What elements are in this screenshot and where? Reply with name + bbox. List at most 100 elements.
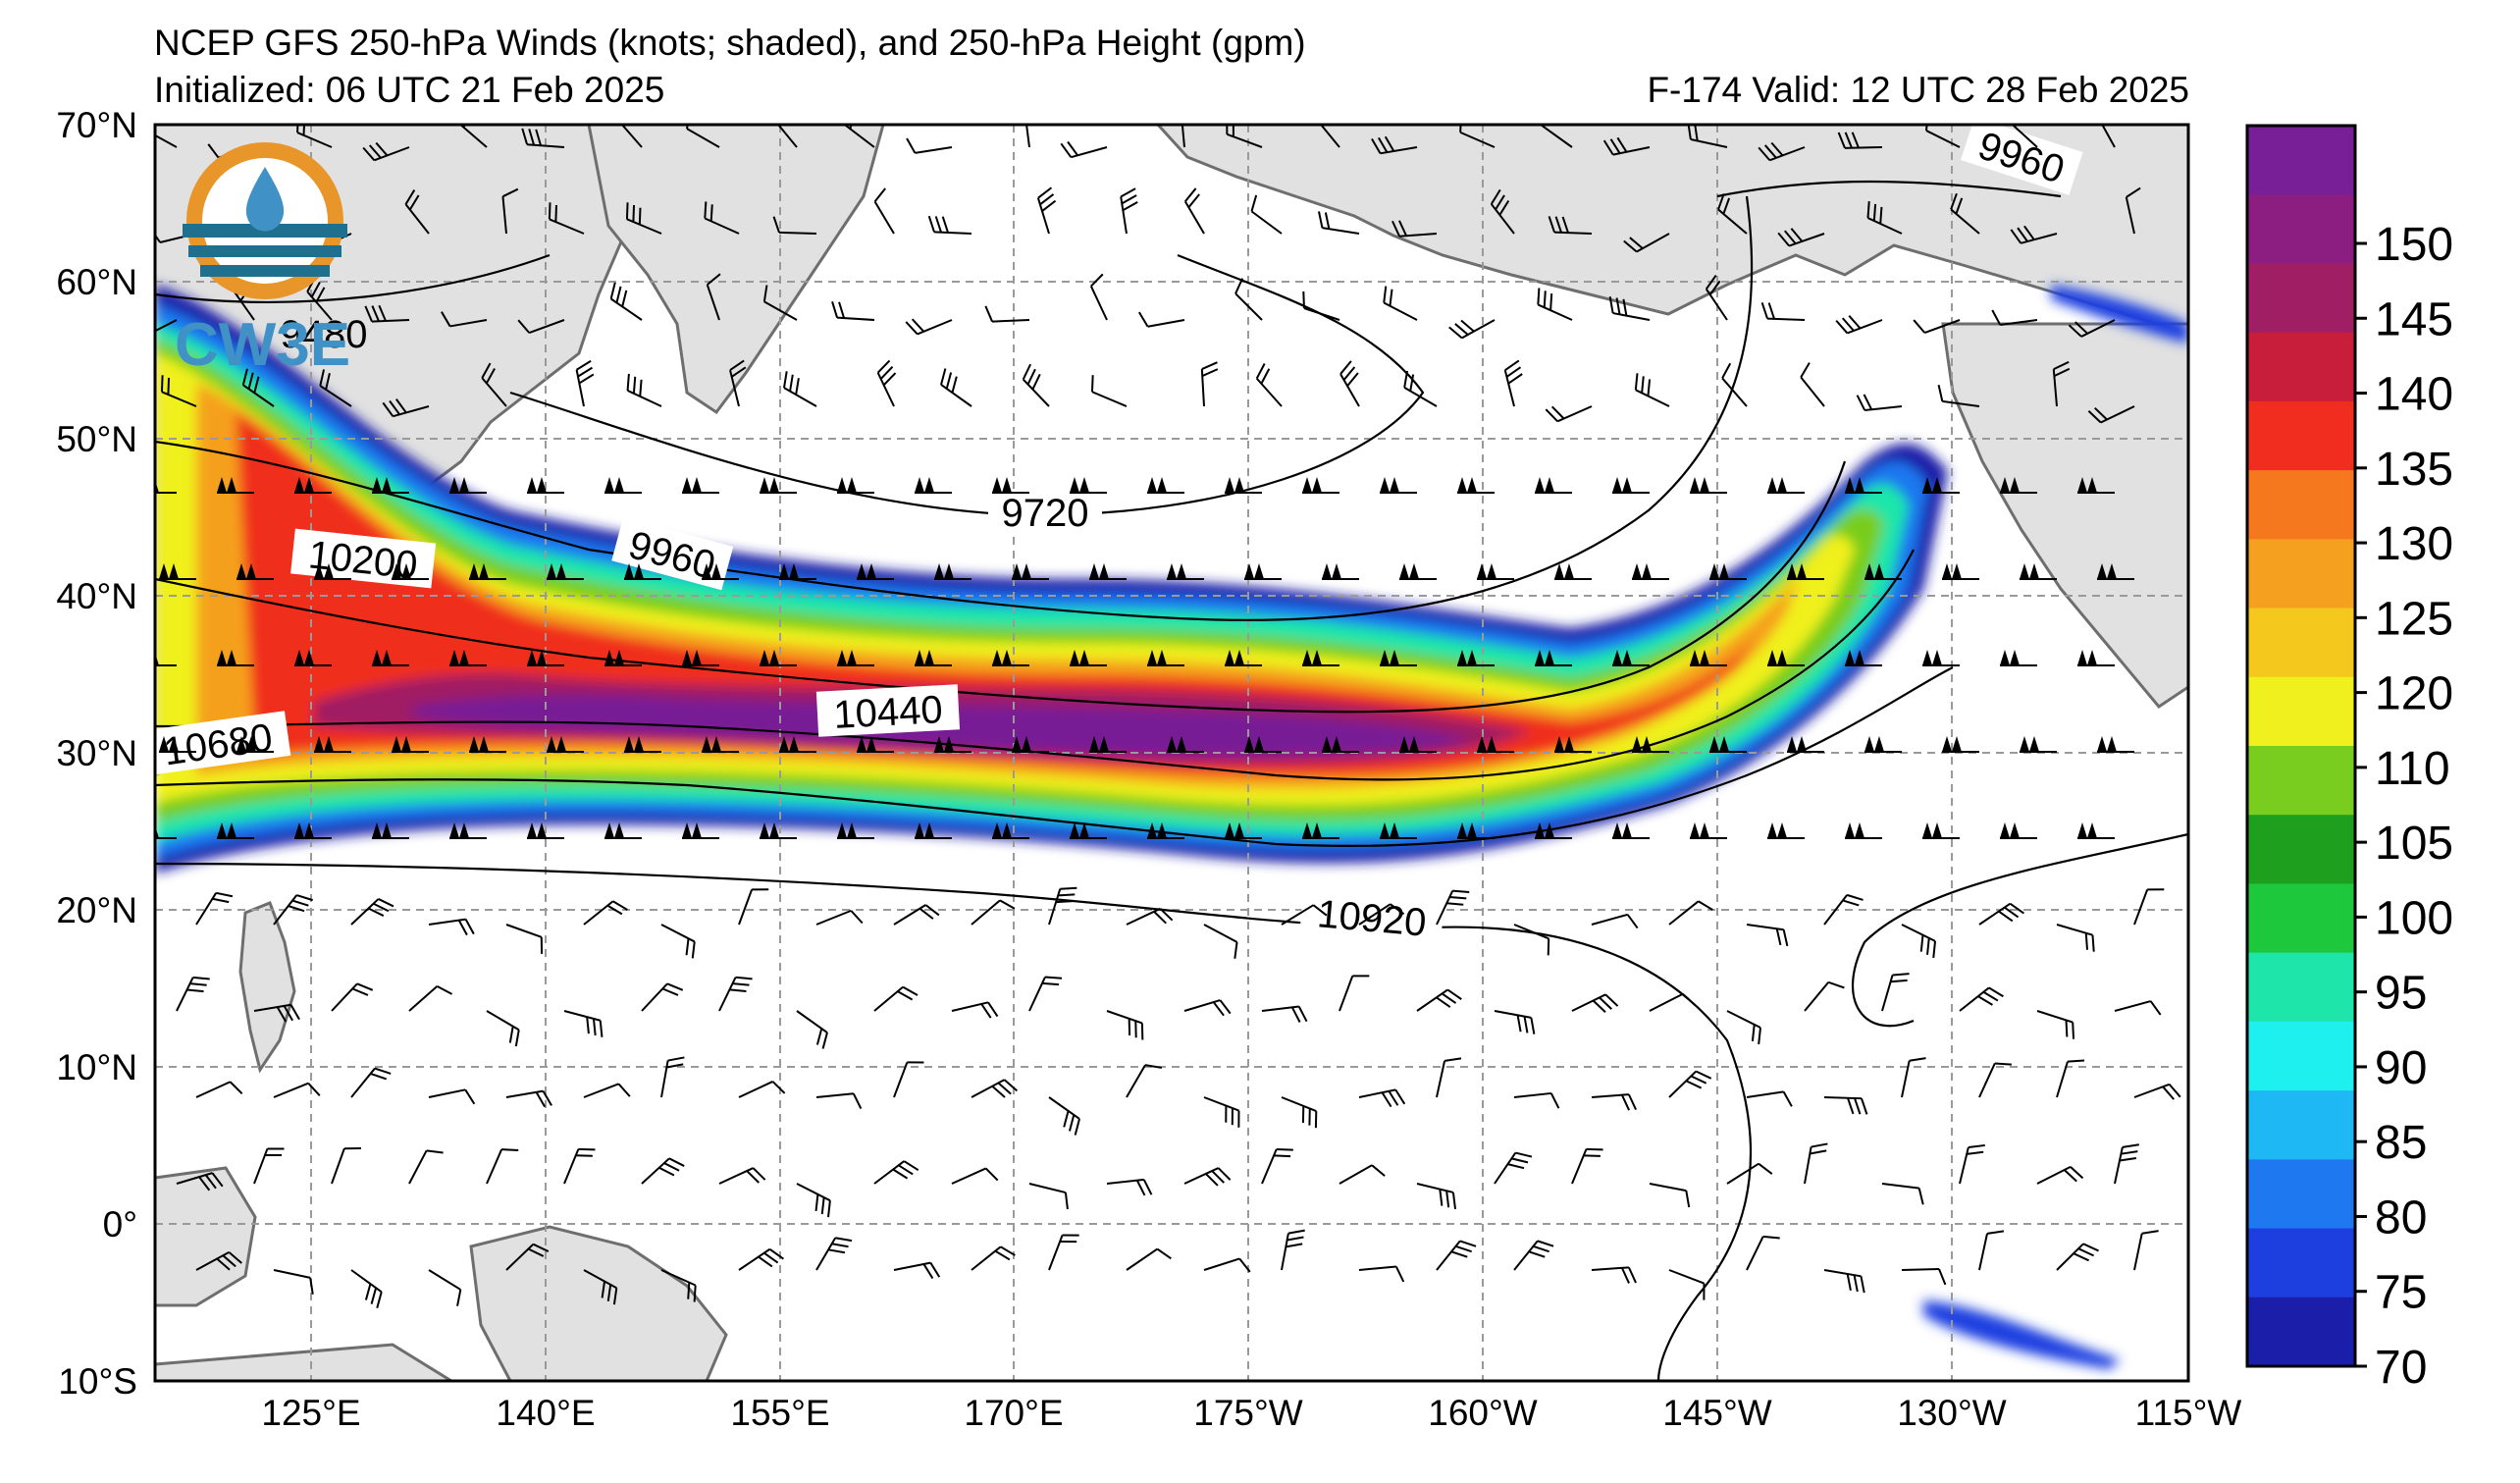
wind-barb bbox=[1302, 650, 1339, 666]
wind-barb bbox=[2133, 1230, 2159, 1271]
wind-barb bbox=[1147, 822, 1184, 839]
wind-barb bbox=[1225, 822, 1262, 839]
colorbar-tick-label: 100 bbox=[2375, 892, 2453, 944]
wind-barb bbox=[1668, 900, 1713, 926]
wind-barb bbox=[1726, 1162, 1773, 1185]
wind-barb bbox=[486, 1148, 519, 1185]
wind-barb bbox=[1668, 1070, 1712, 1098]
wind-barb bbox=[706, 273, 721, 321]
wind-barb bbox=[1380, 650, 1417, 666]
wind-barb bbox=[1147, 650, 1184, 666]
wind-barb bbox=[1649, 1183, 1691, 1208]
wind-barb bbox=[155, 319, 178, 339]
wind-barb bbox=[1302, 822, 1339, 839]
wind-barb bbox=[1028, 1183, 1069, 1210]
wind-barb bbox=[893, 904, 940, 926]
wind-barb bbox=[837, 477, 874, 494]
jet-shade-se bbox=[1923, 1300, 2120, 1369]
wind-barb bbox=[1746, 1235, 1780, 1271]
lon-label: 140°E bbox=[496, 1393, 595, 1433]
wind-barb bbox=[548, 202, 585, 235]
wind-barb bbox=[1234, 278, 1263, 321]
wind-barb bbox=[294, 650, 332, 666]
wind-barb bbox=[1070, 477, 1107, 494]
initialized-time: Initialized: 06 UTC 21 Feb 2025 bbox=[154, 70, 665, 110]
wind-barb bbox=[796, 1183, 831, 1218]
wind-barb bbox=[1545, 405, 1593, 423]
wind-barb bbox=[837, 650, 874, 666]
wind-barb bbox=[2056, 1243, 2099, 1271]
wind-barb bbox=[547, 563, 584, 580]
wind-barb bbox=[1436, 889, 1470, 926]
wind-barb bbox=[2020, 736, 2057, 753]
wind-barb bbox=[1922, 822, 1960, 839]
wind-barb bbox=[1513, 1240, 1554, 1271]
wind-barb bbox=[1383, 286, 1418, 321]
wind-barb bbox=[1490, 188, 1515, 235]
wind-barb bbox=[984, 305, 1030, 323]
wind-barb bbox=[992, 650, 1029, 666]
wind-barb bbox=[729, 359, 747, 407]
wind-barb bbox=[1632, 736, 1669, 753]
wind-barb bbox=[575, 359, 595, 407]
wind-barb bbox=[469, 563, 506, 580]
colorbar-swatch bbox=[2247, 1159, 2355, 1230]
colorbar-tick-label: 95 bbox=[2375, 968, 2427, 1020]
wind-barb bbox=[624, 736, 661, 753]
lon-label: 155°E bbox=[730, 1393, 829, 1433]
wind-barb bbox=[1535, 477, 1572, 494]
lat-label: 20°N bbox=[56, 890, 137, 930]
wind-barb bbox=[364, 304, 410, 323]
wind-barb bbox=[1416, 988, 1462, 1012]
wind-barb bbox=[1845, 822, 1882, 839]
wind-barb bbox=[236, 563, 274, 580]
wind-barb bbox=[1804, 980, 1845, 1012]
wind-barb bbox=[1608, 296, 1651, 321]
logo-text: CW3E bbox=[175, 311, 350, 379]
wind-barb bbox=[796, 1010, 828, 1049]
wind-barb bbox=[1726, 1010, 1761, 1045]
wind-barb bbox=[1864, 736, 1902, 753]
lon-label: 170°E bbox=[964, 1393, 1063, 1433]
wind-barb bbox=[1591, 1093, 1637, 1111]
wind-barb bbox=[583, 1269, 618, 1305]
colorbar-swatch bbox=[2247, 1090, 2355, 1160]
wind-barb bbox=[2000, 477, 2037, 494]
wind-barb bbox=[682, 477, 719, 494]
wind-barb bbox=[1901, 1057, 1926, 1098]
wind-barb bbox=[1203, 1096, 1240, 1128]
wind-barb bbox=[2000, 822, 2037, 839]
wind-barb bbox=[1416, 1183, 1456, 1210]
wind-barb bbox=[772, 125, 798, 148]
wind-barb bbox=[382, 398, 430, 418]
wind-barb bbox=[1777, 228, 1825, 247]
contour-9960-a bbox=[155, 195, 1754, 621]
map-area: 9960 9480 10200 9960 9720 10440 10680 10… bbox=[155, 125, 2188, 1381]
wind-barb bbox=[1060, 140, 1108, 159]
wind-barb bbox=[2068, 319, 2116, 338]
lat-label: 10°S bbox=[58, 1361, 137, 1402]
wind-barb bbox=[1371, 135, 1418, 155]
wind-barb bbox=[1537, 288, 1573, 321]
wind-barb bbox=[547, 736, 584, 753]
wind-barb bbox=[2133, 1083, 2181, 1100]
valid-time: F-174 Valid: 12 UTC 28 Feb 2025 bbox=[1647, 70, 2189, 110]
wind-barb bbox=[2077, 477, 2115, 494]
wind-barb bbox=[1203, 924, 1238, 959]
lat-label: 10°N bbox=[56, 1047, 137, 1087]
wind-barb bbox=[2036, 1010, 2075, 1039]
wind-barb bbox=[241, 368, 275, 407]
colorbar: 70 75 80 85 90 95 100 105 110 120 125 130 135 140 145 1… bbox=[2245, 124, 2453, 1394]
wind-barb bbox=[1250, 194, 1283, 235]
wind-barb bbox=[992, 822, 1029, 839]
wind-barb bbox=[704, 201, 740, 235]
wind-barb bbox=[1318, 211, 1360, 235]
wind-barb bbox=[1106, 1178, 1153, 1196]
colorbar-swatch bbox=[2247, 194, 2355, 264]
wind-barb bbox=[1864, 563, 1902, 580]
wind-barb bbox=[583, 900, 628, 926]
wind-barb bbox=[1048, 1096, 1080, 1136]
wind-barb bbox=[660, 1056, 685, 1098]
colorbar-swatch bbox=[2247, 676, 2355, 747]
wind-barb bbox=[449, 650, 487, 666]
